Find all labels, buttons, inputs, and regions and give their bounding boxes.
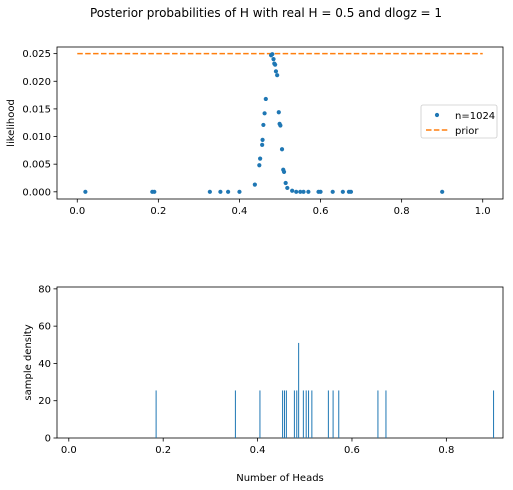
plot-frame <box>56 46 504 200</box>
y-tick-label: 0.010 <box>22 132 51 143</box>
data-point <box>440 189 445 194</box>
data-point <box>278 123 283 128</box>
data-point <box>306 189 311 194</box>
histogram-bar <box>283 390 285 438</box>
x-tick-label: 0.2 <box>155 445 171 456</box>
y-axis-label: likelihood <box>6 99 17 147</box>
y-tick-label: 0.000 <box>22 187 51 198</box>
data-point <box>273 69 279 74</box>
data-point <box>262 111 267 116</box>
histogram-bar <box>302 390 304 438</box>
y-tick-label: 0.005 <box>22 160 51 171</box>
x-tick-label: 0.0 <box>69 206 85 217</box>
data-point <box>340 189 345 194</box>
x-tick-label: 0.8 <box>438 445 454 456</box>
y-tick-label: 0 <box>45 434 51 445</box>
legend-box <box>420 104 498 139</box>
x-tick-label: 0.4 <box>250 445 266 456</box>
histogram-bar <box>296 390 298 438</box>
data-point <box>290 188 295 193</box>
data-point <box>283 180 288 186</box>
data-point <box>270 52 275 57</box>
data-point <box>258 156 263 161</box>
data-point <box>218 189 223 194</box>
y-tick-label: 60 <box>38 322 51 333</box>
histogram-bar <box>155 390 157 438</box>
histogram-bar <box>259 390 261 438</box>
histogram-bar <box>293 390 295 438</box>
data-point <box>252 182 257 187</box>
x-tick-label: 0.6 <box>313 206 329 217</box>
data-point <box>83 189 88 194</box>
data-point <box>271 57 276 62</box>
plot-frame <box>56 286 504 439</box>
histogram-bar <box>338 390 340 438</box>
data-point <box>273 62 278 67</box>
histogram-bar <box>298 342 300 438</box>
y-tick-label: 0.020 <box>22 77 51 88</box>
data-point <box>263 96 268 102</box>
y-tick-label: 80 <box>38 284 51 295</box>
data-point <box>275 73 280 78</box>
y-tick-label: 40 <box>38 359 51 370</box>
data-point <box>237 189 242 194</box>
x-tick-label: 0.2 <box>150 206 166 217</box>
histogram-bar <box>493 390 495 438</box>
x-tick-label: 0.6 <box>344 445 360 456</box>
data-point <box>281 169 287 175</box>
histogram-bar <box>234 390 236 438</box>
histogram-bar <box>282 390 284 438</box>
y-tick-label: 0.025 <box>22 49 51 60</box>
x-tick-label: 1.0 <box>475 206 491 217</box>
data-point <box>318 189 323 194</box>
data-point <box>301 189 306 194</box>
histogram-bar <box>311 390 313 438</box>
histogram-bar <box>385 390 387 438</box>
x-tick-label: 0.0 <box>61 445 77 456</box>
data-point <box>294 189 299 194</box>
histogram-bar <box>377 390 379 438</box>
data-point <box>348 189 354 194</box>
y-tick-label: 20 <box>38 396 51 407</box>
data-point <box>276 110 281 115</box>
data-point <box>260 142 265 147</box>
legend-marker-points <box>434 112 440 118</box>
x-axis-label: Number of Heads <box>236 473 324 484</box>
data-point <box>257 163 262 168</box>
histogram-bar <box>332 390 334 438</box>
y-tick-label: 0.015 <box>22 104 51 115</box>
figure-title: Posterior probabilities of H with real H… <box>90 6 442 20</box>
histogram-bar <box>308 390 310 438</box>
data-point <box>330 189 335 194</box>
y-axis-label: sample density <box>23 324 34 400</box>
data-point <box>285 185 290 191</box>
data-point <box>207 189 212 194</box>
histogram-bar <box>327 390 329 438</box>
data-point <box>260 137 265 142</box>
histogram-bar <box>285 390 287 438</box>
sample-density-histogram: 0.0 0.2 0.4 0.6 0.8 0 20 40 60 80 sample density Nu… <box>23 284 504 484</box>
likelihood-scatter-chart: 0.0 0.2 0.4 0.6 0.8 1.0 0.000 0.005 0.010 0.015 0.… <box>6 46 504 217</box>
x-tick-label: 0.4 <box>232 206 248 217</box>
histogram-bar <box>305 390 307 438</box>
data-point <box>261 122 266 128</box>
legend-label-points: n=1024 <box>455 111 495 122</box>
legend-label-prior: prior <box>455 126 479 137</box>
data-point <box>152 189 157 194</box>
x-tick-label: 0.8 <box>394 206 410 217</box>
data-point <box>279 147 285 152</box>
legend: n=1024 prior <box>420 104 498 139</box>
data-point <box>298 189 303 194</box>
data-point <box>226 189 231 194</box>
